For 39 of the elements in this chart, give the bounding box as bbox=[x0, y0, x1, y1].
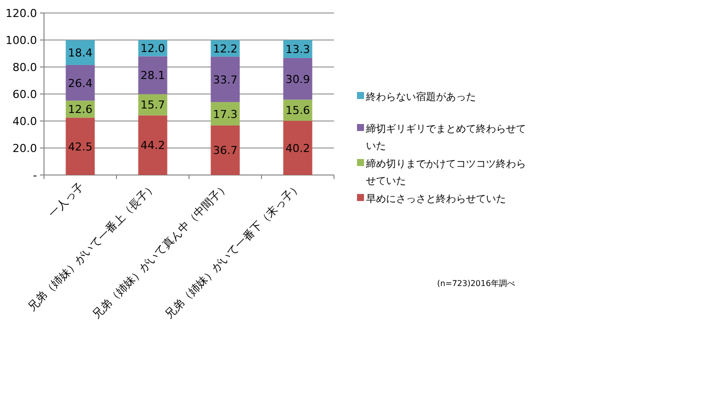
legend-label: 早めにさっさと終わらせていた bbox=[366, 193, 506, 205]
bar bbox=[283, 120, 312, 175]
data-label: 13.3 bbox=[286, 42, 310, 56]
bar bbox=[210, 56, 240, 102]
bar bbox=[138, 56, 168, 94]
data-label: 12.2 bbox=[213, 42, 238, 56]
bar bbox=[283, 58, 312, 100]
x-tick-label: 一人っ子 bbox=[46, 180, 86, 220]
data-label: 12.0 bbox=[140, 42, 165, 56]
y-tick-label: 80.0 bbox=[12, 61, 37, 74]
legend-label: 締切ギリギリでまとめて終わらせていた bbox=[365, 123, 526, 152]
data-label: 36.7 bbox=[213, 144, 238, 158]
legend-label: 終わらない宿題があった bbox=[365, 91, 476, 103]
bar bbox=[138, 115, 168, 175]
y-tick-label: - bbox=[33, 169, 38, 182]
bar bbox=[138, 94, 168, 116]
data-label: 18.4 bbox=[68, 46, 92, 60]
data-label: 40.2 bbox=[286, 142, 310, 155]
bar bbox=[210, 102, 240, 126]
data-label: 33.7 bbox=[213, 73, 238, 86]
data-label: 15.6 bbox=[286, 104, 310, 118]
text: (n=723)2016年調べ bbox=[437, 279, 515, 288]
y-tick-label: 120.0 bbox=[6, 7, 37, 20]
bar bbox=[66, 64, 95, 101]
bar bbox=[210, 125, 240, 175]
y-tick-label: 60.0 bbox=[12, 88, 37, 101]
data-label: 44.2 bbox=[140, 139, 165, 152]
data-label: 12.6 bbox=[68, 103, 92, 116]
data-label: 15.7 bbox=[140, 98, 165, 112]
data-label: 17.3 bbox=[213, 108, 238, 121]
data-label: 26.4 bbox=[68, 76, 92, 90]
data-label: 42.5 bbox=[68, 140, 92, 154]
data-label: 30.9 bbox=[286, 72, 310, 86]
legend-label: 締め切りまでかけてコツコツ終わらせていた bbox=[365, 158, 526, 187]
y-tick-label: 100.0 bbox=[6, 34, 37, 47]
y-tick-label: 40.0 bbox=[12, 115, 37, 128]
bar bbox=[66, 118, 95, 175]
y-tick-label: 20.0 bbox=[12, 142, 37, 155]
data-label: 28.1 bbox=[140, 69, 165, 82]
